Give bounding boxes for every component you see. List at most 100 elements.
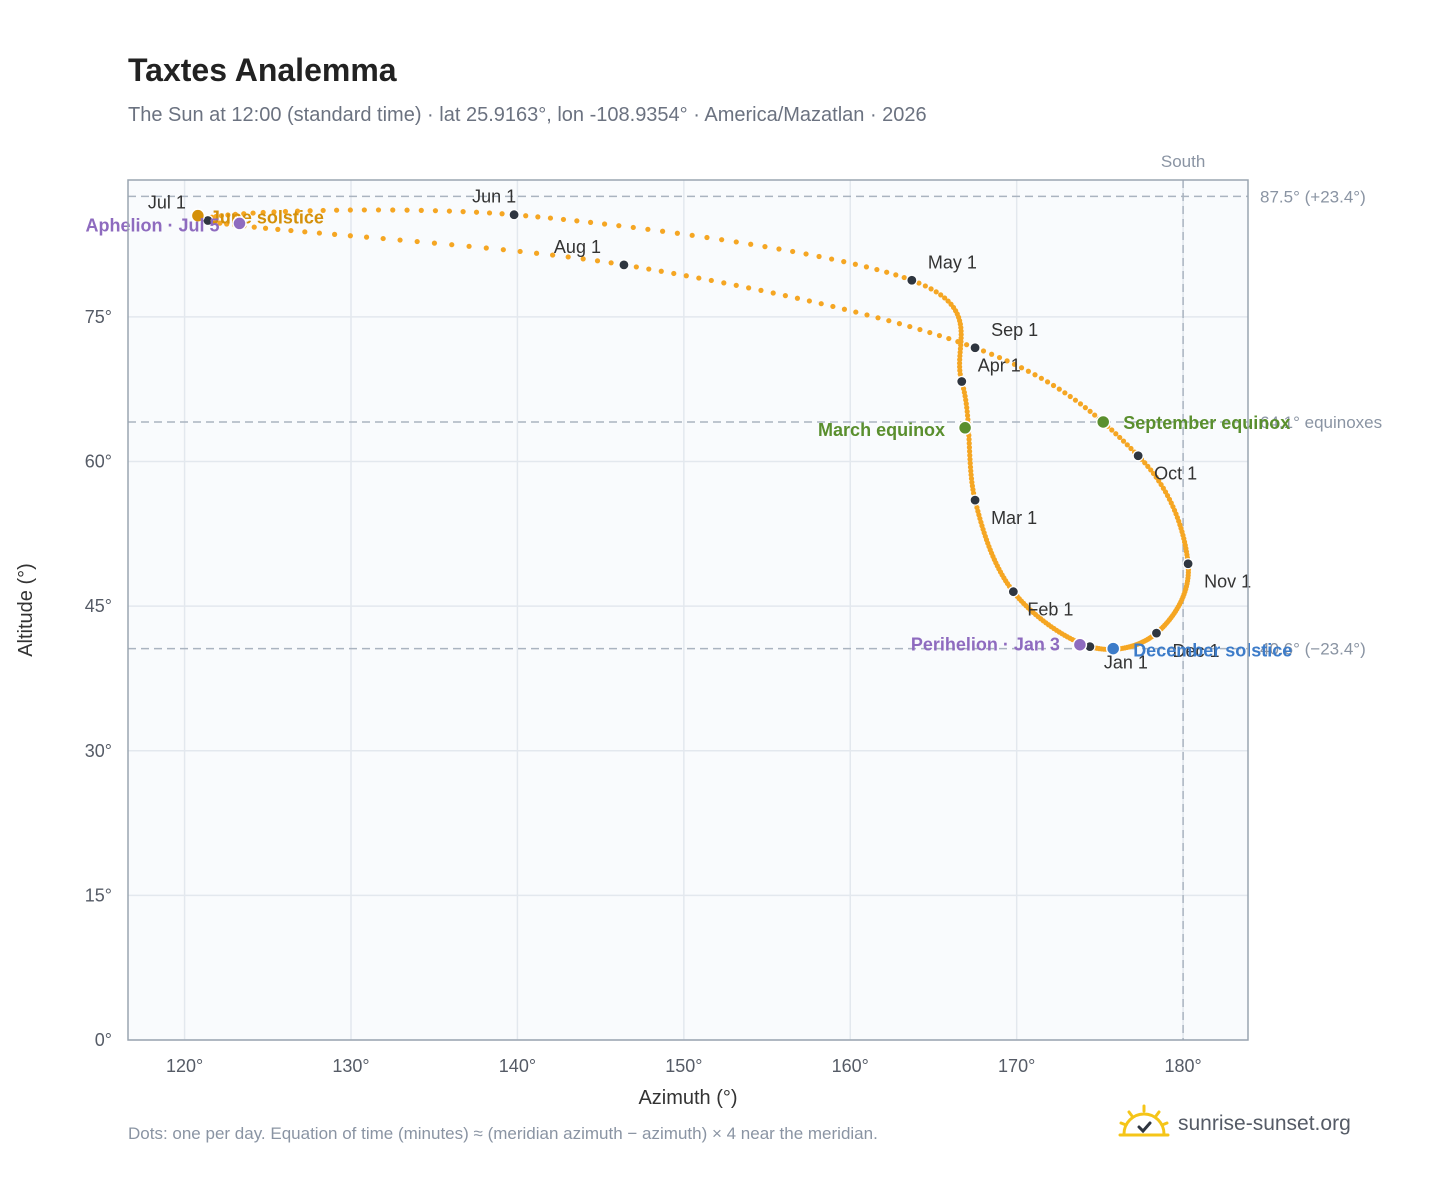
daily-sun-dot	[841, 259, 847, 265]
daily-sun-dot	[782, 293, 788, 299]
daily-sun-dot	[818, 301, 824, 307]
month-label: Oct 1	[1154, 464, 1197, 484]
daily-sun-dot	[964, 412, 971, 419]
x-tick-label: 180°	[1164, 1056, 1201, 1076]
event-label: Aphelion · Jul 5	[85, 215, 219, 235]
plot-background	[128, 180, 1248, 1040]
axis-ticks: 120° 130° 140° 150° 160° 170° 180° 0° 15° 30° 45° 6…	[85, 307, 1202, 1076]
daily-sun-dot	[968, 472, 974, 478]
event-marker	[190, 208, 206, 223]
daily-sun-dot	[875, 315, 881, 321]
daily-sun-dot	[852, 261, 858, 267]
daily-sun-dot	[1148, 467, 1154, 473]
daily-sun-dot	[547, 215, 554, 221]
daily-sun-dot	[390, 207, 396, 213]
event-marker	[1072, 637, 1088, 652]
month-marker	[1150, 627, 1163, 639]
daily-sun-dot	[886, 318, 892, 324]
daily-sun-dot	[1077, 401, 1084, 407]
daily-sun-dot	[213, 213, 219, 220]
sun-check-icon	[1118, 1104, 1170, 1137]
month-label: May 1	[928, 252, 977, 272]
daily-sun-dot	[683, 273, 689, 279]
daily-sun-dot	[748, 241, 754, 247]
daily-sun-dot	[922, 283, 928, 289]
event-label: September equinox	[1123, 413, 1290, 433]
daily-sun-dot	[966, 440, 972, 446]
daily-sun-dot	[671, 270, 677, 277]
month-marker	[1007, 586, 1019, 598]
daily-sun-dot	[746, 285, 752, 291]
daily-sun-dot	[1072, 397, 1079, 403]
daily-sun-dot	[863, 264, 870, 270]
daily-sun-dot	[907, 323, 913, 330]
daily-sun-dot	[1113, 431, 1119, 437]
x-tick-label: 120°	[166, 1056, 203, 1076]
daily-sun-dot	[942, 295, 948, 301]
x-axis-title: Azimuth (°)	[638, 1087, 737, 1109]
daily-sun-dot	[853, 309, 859, 315]
daily-sun-dot	[967, 452, 973, 458]
daily-sun-dot	[708, 277, 714, 284]
month-markers: Jan 1 Feb 1 Mar 1 Apr 1 May 1 Jun 1 Jul 1 Aug 1…	[148, 187, 1251, 673]
daily-sun-dot	[762, 244, 768, 250]
daily-sun-dot	[967, 464, 974, 470]
event-marker	[1105, 641, 1121, 656]
daily-sun-dot	[1004, 358, 1010, 364]
daily-sun-dot	[500, 247, 506, 253]
daily-sun-dot	[316, 230, 322, 236]
brand-logo[interactable]: sunrise-sunset.org	[1118, 1102, 1351, 1146]
y-tick-label: 60°	[85, 452, 112, 472]
daily-sun-dot	[630, 224, 636, 231]
daily-sun-dot	[517, 248, 523, 255]
daily-sun-dot	[275, 226, 281, 232]
month-label: Jun 1	[472, 187, 516, 207]
daily-sun-dot	[449, 242, 455, 248]
event-marker	[1095, 414, 1111, 430]
month-marker	[969, 494, 981, 506]
daily-sun-dot	[347, 233, 353, 239]
daily-sun-dot	[580, 256, 586, 262]
daily-sun-dot	[594, 258, 601, 264]
daily-sun-dot	[1128, 445, 1134, 452]
x-tick-label: 140°	[499, 1056, 536, 1076]
daily-sun-dot	[733, 239, 739, 245]
daily-sun-dot	[332, 231, 338, 237]
daily-sun-dot	[776, 246, 782, 252]
daily-sun-dot	[758, 287, 764, 293]
y-axis-title: Altitude (°)	[15, 563, 37, 657]
daily-sun-dot	[217, 220, 223, 226]
month-marker	[1132, 450, 1144, 462]
y-tick-label: 0°	[95, 1030, 112, 1050]
month-label: Jul 1	[148, 192, 186, 212]
daily-sun-dot	[361, 207, 367, 213]
event-label: March equinox	[818, 420, 945, 440]
daily-sun-dot	[816, 253, 822, 260]
daily-sun-dot	[659, 228, 666, 234]
reference-lines: South 87.5° (+23.4°) 64.1° equinoxes 40.6° …	[128, 152, 1382, 1040]
meridian-label: South	[1161, 152, 1205, 171]
y-tick-label: 75°	[85, 307, 112, 327]
daily-sun-dot	[658, 268, 664, 274]
daily-sun-dot	[1117, 434, 1123, 441]
daily-sun-dot	[404, 207, 410, 213]
daily-sun-dot	[704, 234, 710, 241]
daily-sun-dot	[721, 280, 727, 286]
daily-sun-dot	[499, 211, 505, 217]
daily-sun-dot	[841, 306, 848, 312]
daily-sun-dot	[1038, 375, 1044, 381]
daily-sun-dot	[347, 207, 353, 213]
daily-sun-dot	[473, 209, 480, 215]
daily-sun-dot	[674, 230, 680, 236]
daily-sun-dot	[380, 235, 386, 242]
daily-sun-dot	[271, 209, 277, 215]
daily-sun-dot	[884, 269, 890, 275]
daily-sun-dot	[224, 221, 230, 227]
daily-sun-dot	[466, 243, 472, 249]
daily-sun-dot	[601, 221, 608, 227]
daily-sun-dot	[901, 274, 907, 281]
daily-sun-dot	[989, 351, 995, 357]
daily-sun-dot	[968, 475, 975, 482]
daily-sun-dot	[1087, 408, 1093, 414]
month-label: Aug 1	[554, 237, 601, 257]
